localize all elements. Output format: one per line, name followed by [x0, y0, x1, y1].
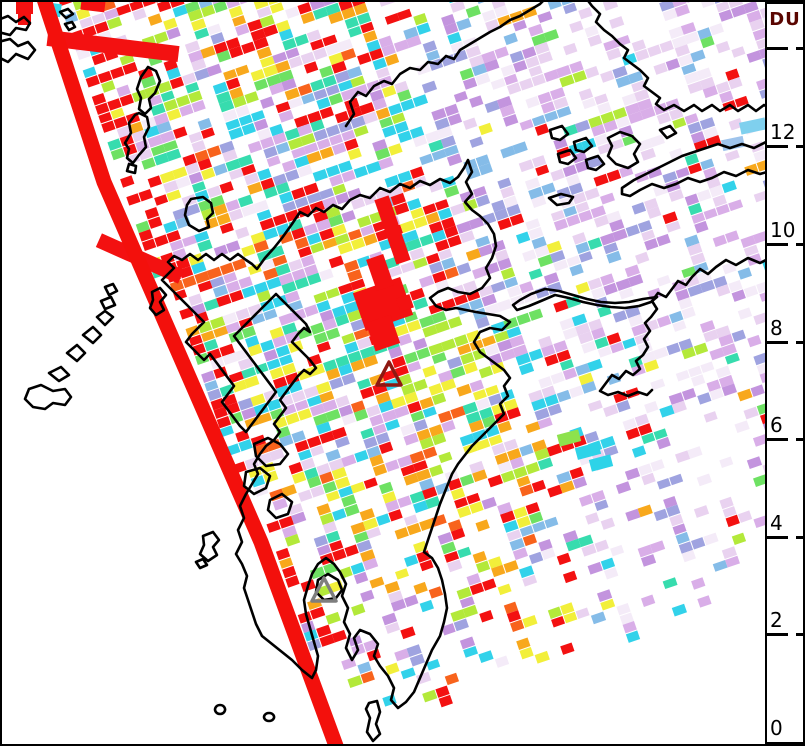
coastline-goto-islands [23, 282, 119, 411]
colorbar-tick-label-2: 2 [770, 608, 783, 632]
colorbar-tick-line [767, 633, 788, 636]
colorbar-tick-label-6: 6 [770, 413, 783, 437]
volcano-marker-aso [375, 360, 403, 387]
colorbar-tick-line [795, 633, 803, 636]
coastline-amakusa-islands [242, 436, 294, 520]
heatmap-feature-cell [16, 2, 33, 14]
heatmap-feature-cells [2, 2, 765, 744]
coastline-iki-island [183, 195, 215, 233]
colorbar-tick-line [767, 47, 788, 50]
coastline-overlay [2, 2, 765, 744]
coastline-southern-islets [213, 699, 382, 743]
coastline-himeshima-island [547, 192, 575, 207]
coastline-inland-sea-landmass [620, 141, 765, 198]
colorbar-tick-label-8: 8 [770, 316, 783, 340]
colorbar-tick-label-4: 4 [770, 511, 783, 535]
coastline-koshiki-islands [194, 530, 221, 570]
colorbar-tick-line [767, 536, 788, 539]
map-area [2, 2, 765, 744]
colorbar-tick-line [795, 438, 803, 441]
colorbar: 12 10 8 6 4 2 0 DU [765, 2, 803, 744]
colorbar-tick-label-10: 10 [770, 218, 796, 242]
colorbar-tick-label-0: 0 [770, 716, 783, 740]
colorbar-tick-line [795, 243, 803, 246]
colorbar-tick-line [767, 438, 788, 441]
coastline-sadamisaki-peninsula [511, 287, 659, 312]
coastline-honshu-coast-west [344, 2, 544, 128]
coastline-tsushima-north [135, 65, 162, 116]
heatmap-feature-cell [18, 14, 31, 25]
colorbar-tick-line [795, 47, 803, 50]
colorbar-tick-line [795, 341, 803, 344]
volcano-marker-sakurajima [310, 576, 338, 603]
coastline-kyushu-mainland [160, 158, 512, 710]
coastline-korea-coast-1 [2, 14, 32, 37]
colorbar-tick-line [767, 145, 788, 148]
coastline-tsushima-south [123, 111, 151, 175]
coastline-korea-islets [58, 7, 77, 32]
coastline-korea-coast-2 [2, 37, 37, 64]
coastline-hirado-island [148, 286, 168, 317]
colorbar-tick-line [767, 341, 788, 344]
swath-edge-line [37, 2, 344, 744]
coastline-shikoku-coast [598, 256, 765, 398]
colorbar-tick-line [767, 243, 788, 246]
coastline-honshu-coast-east [587, 2, 765, 113]
coastline-inland-sea-islands [548, 124, 678, 172]
colorbar-tick-label-12: 12 [770, 120, 796, 144]
colorbar-tick-line [795, 536, 803, 539]
colorbar-tick-line [795, 145, 803, 148]
colorbar-unit-label: DU [769, 9, 801, 30]
